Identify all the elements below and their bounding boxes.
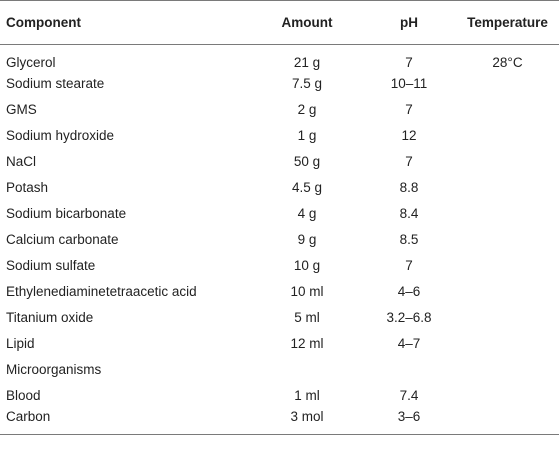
cell-component: Microorganisms: [6, 362, 102, 377]
cell-temperature: [456, 123, 559, 149]
cell-ph: 7: [405, 55, 413, 71]
cell-temperature: [456, 201, 559, 227]
cell-amount: 4 g: [297, 206, 317, 221]
cell-component: NaCl: [6, 154, 37, 169]
table-row: GMS 2 g 7: [0, 97, 559, 123]
cell-component: Glycerol: [6, 55, 56, 71]
cell-temperature: [456, 408, 559, 435]
cell-ph: 7.4: [399, 388, 419, 403]
cell-ph: 12: [401, 128, 417, 143]
cell-amount: 9 g: [297, 232, 317, 247]
cell-amount: 21 g: [293, 55, 321, 71]
header-temperature: Temperature: [456, 0, 559, 45]
cell-component: Ethylenediaminetetraacetic acid: [6, 284, 197, 299]
table-row: Sodium bicarbonate 4 g 8.4: [0, 201, 559, 227]
table-row: Lipid 12 ml 4–7: [0, 331, 559, 357]
cell-ph: 3–6: [362, 408, 456, 435]
cell-amount: 1 g: [297, 128, 317, 143]
cell-temperature: [456, 383, 559, 409]
cell-amount: 12 ml: [290, 336, 324, 351]
cell-component: Sodium sulfate: [6, 258, 96, 273]
cell-temperature: 28°C: [492, 55, 523, 71]
cell-ph: 8.4: [399, 206, 419, 221]
cell-temperature: [456, 227, 559, 253]
cell-ph: 4–7: [397, 336, 421, 351]
cell-amount: 7.5 g: [291, 76, 323, 91]
cell-temperature: [456, 149, 559, 175]
cell-ph: 4–6: [397, 284, 421, 299]
cell-component: Calcium carbonate: [6, 232, 119, 247]
table-row: Blood 1 ml 7.4: [0, 383, 559, 409]
cell-component: Blood: [6, 388, 41, 403]
table-row: Carbon 3 mol 3–6: [0, 408, 559, 435]
cell-ph: 7: [405, 102, 413, 117]
cell-amount: 3 mol: [252, 408, 362, 435]
cell-component: Titanium oxide: [6, 310, 94, 325]
cell-temperature: [456, 97, 559, 123]
cell-ph: [362, 357, 456, 383]
cell-amount: 1 ml: [294, 388, 320, 403]
cell-amount: [252, 357, 362, 383]
header-component: Component: [0, 0, 252, 45]
cell-temperature: [456, 71, 559, 97]
cell-ph: 8.5: [399, 232, 419, 247]
cell-temperature: [456, 175, 559, 201]
cell-component: Sodium hydroxide: [6, 128, 115, 143]
table-row: Potash 4.5 g 8.8: [0, 175, 559, 201]
cell-component: Lipid: [6, 336, 35, 351]
cell-amount: 10 g: [293, 258, 321, 273]
cell-amount: 50 g: [293, 154, 321, 169]
table-row: Sodium hydroxide 1 g 12: [0, 123, 559, 149]
cell-ph: 7: [405, 154, 413, 169]
cell-temperature: [456, 279, 559, 305]
table-row: NaCl 50 g 7: [0, 149, 559, 175]
table-row: Microorganisms: [0, 357, 559, 383]
cell-amount: 4.5 g: [291, 180, 323, 195]
cell-amount: 5 ml: [294, 310, 320, 325]
cell-component: GMS: [6, 102, 37, 117]
table-header: Component Amount pH Temperature: [0, 0, 559, 45]
component-table: Component Amount pH Temperature Glycerol…: [0, 0, 559, 435]
cell-amount: 2 g: [297, 102, 317, 117]
cell-ph: 7: [405, 258, 413, 273]
cell-component: Sodium bicarbonate: [6, 206, 127, 221]
cell-ph: 3.2–6.8: [386, 310, 432, 325]
cell-temperature: [456, 357, 559, 383]
cell-temperature: [456, 305, 559, 331]
cell-ph: 10–11: [390, 76, 428, 91]
cell-amount: 10 ml: [290, 284, 324, 299]
cell-component: Sodium stearate: [6, 76, 105, 91]
table-body: Glycerol 21 g 7 28°C Sodium stearate 7.5…: [0, 45, 559, 435]
table-row: Glycerol 21 g 7 28°C: [0, 45, 559, 71]
table-row: Calcium carbonate 9 g 8.5: [0, 227, 559, 253]
table-row: Sodium stearate 7.5 g 10–11: [0, 71, 559, 97]
cell-component: Potash: [6, 180, 49, 195]
cell-component: Carbon: [0, 408, 252, 435]
table-row: Ethylenediaminetetraacetic acid 10 ml 4–…: [0, 279, 559, 305]
table-row: Sodium sulfate 10 g 7: [0, 253, 559, 279]
cell-temperature: [456, 253, 559, 279]
header-amount: Amount: [252, 0, 362, 45]
header-row: Component Amount pH Temperature: [0, 0, 559, 45]
table-row: Titanium oxide 5 ml 3.2–6.8: [0, 305, 559, 331]
cell-temperature: [456, 331, 559, 357]
header-ph: pH: [362, 0, 456, 45]
cell-ph: 8.8: [399, 180, 419, 195]
